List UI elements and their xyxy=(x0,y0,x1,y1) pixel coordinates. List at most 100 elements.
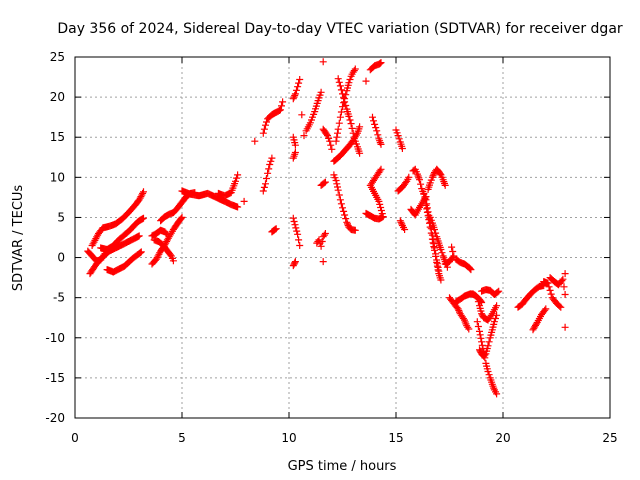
data-point xyxy=(234,171,242,179)
data-point xyxy=(332,177,340,184)
data-point xyxy=(377,165,385,173)
data-point xyxy=(559,275,567,283)
data-point xyxy=(344,220,351,228)
data-point xyxy=(153,254,161,262)
data-point xyxy=(295,79,303,87)
data-point xyxy=(339,103,346,111)
data-point xyxy=(374,131,382,139)
chart-title: Day 356 of 2024, Sidereal Day-to-day VTE… xyxy=(57,21,623,37)
data-point xyxy=(296,76,304,83)
data-point xyxy=(350,67,358,75)
data-point xyxy=(320,179,328,187)
series-track-32 xyxy=(407,193,430,219)
data-point xyxy=(317,242,325,250)
data-point xyxy=(265,165,273,173)
data-point xyxy=(378,210,386,218)
data-point xyxy=(379,213,387,221)
data-point xyxy=(268,154,276,162)
data-point xyxy=(398,145,406,152)
data-point xyxy=(296,242,304,249)
data-point xyxy=(278,102,285,110)
series-track-10 xyxy=(178,187,242,211)
data-point xyxy=(262,121,269,129)
data-point xyxy=(356,123,364,131)
data-point xyxy=(339,204,346,212)
x-tick-label: 20 xyxy=(495,431,510,445)
data-point xyxy=(327,141,335,149)
data-point xyxy=(155,250,163,258)
y-tick-label: -5 xyxy=(53,291,65,305)
series-track-43 xyxy=(469,290,501,324)
series-track-05 xyxy=(84,247,109,265)
x-tick-label: 0 xyxy=(71,431,79,445)
y-tick-label: 25 xyxy=(50,50,65,64)
data-point xyxy=(138,191,146,199)
data-point xyxy=(298,111,306,119)
series-track-34 xyxy=(420,189,445,284)
data-point xyxy=(473,294,481,302)
data-point xyxy=(370,117,377,125)
data-point xyxy=(434,266,442,274)
data-point xyxy=(401,226,409,233)
series-track-38 xyxy=(452,255,475,274)
x-tick-label: 15 xyxy=(388,431,403,445)
data-point xyxy=(292,224,300,232)
data-point xyxy=(240,197,248,205)
data-point xyxy=(397,218,405,226)
series-track-30 xyxy=(392,126,409,233)
data-point xyxy=(319,58,327,66)
data-point xyxy=(293,86,300,94)
data-point xyxy=(472,293,480,301)
series-track-02 xyxy=(88,188,147,249)
data-point xyxy=(234,203,242,211)
data-point xyxy=(291,258,299,266)
data-point xyxy=(495,287,503,295)
data-point xyxy=(291,149,299,156)
data-point xyxy=(492,315,499,322)
data-point xyxy=(561,291,569,298)
data-point xyxy=(334,75,342,83)
data-point xyxy=(467,266,475,274)
data-point xyxy=(487,311,495,319)
data-point xyxy=(490,318,498,326)
data-point xyxy=(432,252,440,260)
series-track-39 xyxy=(446,294,473,333)
data-point xyxy=(405,173,413,181)
series-track-11 xyxy=(214,171,242,200)
data-point xyxy=(315,236,323,244)
series-track-18 xyxy=(289,76,304,103)
series-track-04 xyxy=(103,248,145,276)
y-tick-label: -20 xyxy=(45,411,65,425)
data-point xyxy=(335,191,343,199)
data-point xyxy=(335,78,343,86)
data-point xyxy=(449,248,457,255)
data-point xyxy=(332,137,340,145)
data-point xyxy=(163,230,171,238)
data-points xyxy=(84,58,569,398)
data-point xyxy=(137,248,145,256)
x-tick-label: 10 xyxy=(281,431,296,445)
data-point xyxy=(336,196,344,204)
data-point xyxy=(232,177,239,185)
series-track-36 xyxy=(426,213,451,271)
y-tick-label: 0 xyxy=(57,251,65,265)
x-tick-label: 25 xyxy=(602,431,617,445)
data-point xyxy=(558,277,566,285)
data-point xyxy=(342,215,350,223)
data-point xyxy=(422,201,430,209)
data-point xyxy=(294,83,302,91)
data-point xyxy=(441,181,449,189)
data-point xyxy=(337,200,345,208)
data-point xyxy=(162,229,170,237)
series-track-48 xyxy=(546,270,569,331)
data-point xyxy=(293,227,301,235)
data-point xyxy=(267,157,275,165)
data-point xyxy=(429,172,437,180)
data-point xyxy=(396,217,404,225)
data-point xyxy=(481,351,489,359)
data-point xyxy=(289,133,297,141)
data-point xyxy=(494,288,502,296)
data-point xyxy=(421,195,429,203)
data-point xyxy=(166,251,174,259)
